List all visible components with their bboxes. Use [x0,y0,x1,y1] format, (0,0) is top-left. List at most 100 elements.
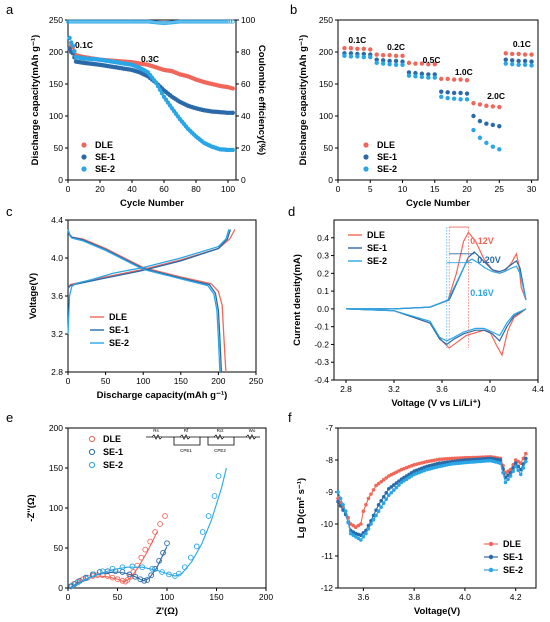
eis-point-se-1 [152,565,158,572]
eis-point-se-2 [90,571,97,578]
efficiency-point [178,19,182,24]
data-point-dle [374,52,379,57]
data-point-dle [406,60,412,66]
circuit-parallel-branch [207,437,235,446]
efficiency-point [152,20,156,25]
y-tick-label: -0.4 [314,375,329,385]
data-point-se-2 [368,54,373,60]
data-point-se-1 [419,71,425,76]
x-tick-label: 4.4 [532,384,544,394]
data-point-dle [464,77,470,83]
diffusion-point-se-2 [379,505,383,510]
efficiency-point [110,19,114,24]
diffusion-point-dle [376,481,381,486]
eis-point-dle [124,577,131,583]
legend-swatch [363,166,369,172]
plot-frame [337,19,539,181]
data-point-se-1 [529,59,534,64]
y-axis-label: Discharge capacity(mAh g⁻¹) [30,35,41,166]
diffusion-point-dle [364,503,368,507]
y-tick-label: 3.2 [51,329,63,339]
efficiency-point [92,19,96,24]
data-point-se-2 [516,62,521,67]
legend-label: SE-1 [377,152,397,162]
y-tick-label: -0.1 [314,322,329,332]
data-point-se-2 [471,127,476,133]
eis-point-dle [162,513,168,519]
legend-swatch [81,154,87,160]
eis-point-dle [142,546,149,553]
eis-point-se-2 [129,563,136,570]
data-point-dle [230,86,235,91]
efficiency-point [94,19,98,24]
diffusion-curve-se-2 [337,460,527,541]
data-point-se-1 [348,51,354,56]
diffusion-point-se-2 [386,493,391,498]
efficiency-point [100,19,104,24]
efficiency-point [208,19,212,24]
data-point-se-2 [380,61,386,66]
diffusion-point-dle [359,522,363,526]
data-point-se-2 [155,84,161,89]
circuit-label: CPE2 [214,448,226,453]
efficiency-point [158,20,162,25]
x-tick-label: 100 [221,184,235,194]
rate-annotation: 0.3C [141,54,159,64]
diffusion-point-se-2 [384,497,389,502]
voltage-gap-annotation: 0.16V [470,288,494,298]
charge-curve-dle [67,229,236,289]
data-point-se-1 [393,58,399,64]
diffusion-point-se-1 [465,458,470,462]
efficiency-point [132,19,136,24]
y-tick-label: 0 [328,175,333,185]
legend-label: SE-2 [95,164,115,174]
diffusion-point-se-1 [498,458,503,462]
rate-annotation: 0.1C [513,39,531,49]
panel-label: d [288,204,295,219]
y-tick-label: 50 [54,543,64,553]
legend-label: SE-2 [503,565,523,575]
data-point-se-2 [503,61,508,66]
data-point-se-2 [509,61,515,67]
legend-swatch [363,154,369,160]
eis-point-se-1 [148,572,155,579]
data-point-se-2 [348,54,354,59]
diffusion-point-dle [374,483,378,488]
diffusion-point-se-1 [463,458,467,462]
data-point-dle [355,46,360,51]
x-tick-label: 200 [211,376,225,386]
data-point-dle [503,51,508,56]
legend-label: SE-1 [367,243,387,253]
efficiency-point [90,19,94,24]
diffusion-point-se-2 [376,509,381,513]
efficiency-point [86,19,90,24]
efficiency-point [186,19,190,24]
y2-tick-label: 20 [241,143,251,153]
legend-label: SE-2 [377,164,397,174]
circuit-label: Rf [184,428,189,433]
data-point-dle [393,53,399,59]
panel-label: e [6,410,13,425]
y-tick-label: 0 [58,583,63,593]
diffusion-point-se-2 [361,535,366,539]
eis-point-se-2 [172,573,178,579]
y-tick-label: -0.3 [314,357,329,367]
efficiency-point [192,19,196,24]
y2-axis-label: Coulombic efficiency(%) [256,45,267,155]
y-tick-label: -10 [321,519,334,529]
efficiency-point [104,19,108,24]
diffusion-point-se-2 [343,509,348,513]
diffusion-point-se-2 [346,520,350,525]
data-point-se-2 [406,73,412,78]
efficiency-point [184,19,188,24]
circuit-parallel-branch [173,437,201,446]
diffusion-point-se-2 [336,490,340,494]
legend-label: SE-2 [103,460,123,470]
diffusion-point-se-2 [371,517,376,522]
circuit-label: Rct [217,428,224,433]
efficiency-point [200,19,204,24]
data-point-dle [471,101,476,106]
data-point-dle [497,104,502,110]
x-tick-label: 50 [101,376,111,386]
